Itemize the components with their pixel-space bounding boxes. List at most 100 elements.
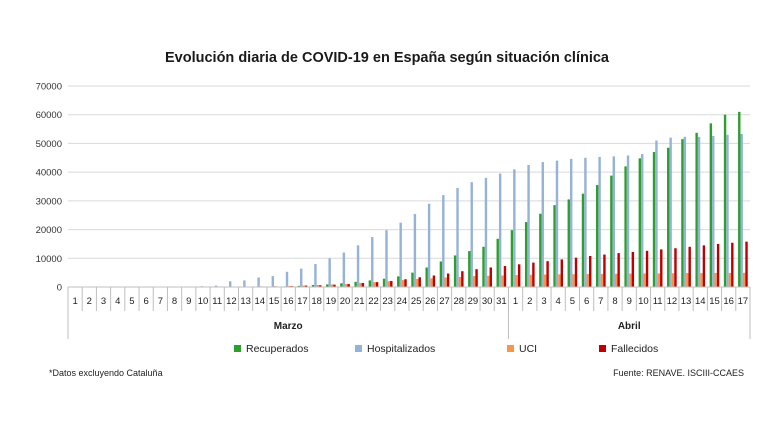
bar-uci-38 [600,273,604,287]
bar-hospitalizados-36 [569,158,573,287]
bar-fallecidos-40 [631,251,635,287]
legend-swatch-uci [507,345,514,352]
x-tick-label: 31 [496,296,507,307]
bar-hospitalizados-11 [214,285,218,287]
bar-uci-26 [430,278,433,287]
bar-uci-29 [472,276,476,287]
bar-hospitalizados-48 [740,133,743,287]
x-tick-label: 26 [425,296,436,307]
x-tick-label: 2 [87,296,92,307]
legend-swatch-recuperados [234,345,241,352]
bar-uci-42 [657,273,661,287]
x-tick-label: 1 [72,296,77,307]
x-tick-label: 9 [186,296,191,307]
bar-uci-25 [416,278,419,287]
legend-item-fallecidos: Fallecidos [599,343,658,355]
bar-hospitalizados-41 [641,154,644,287]
x-tick-label: 27 [439,296,450,307]
bar-uci-36 [572,274,575,287]
bar-recuperados-37 [581,193,585,287]
x-tick-label: 17 [738,296,749,307]
bar-uci-16 [288,285,291,287]
x-tick-label: 17 [297,296,308,307]
x-tick-label: 20 [340,296,351,307]
bar-recuperados-19 [326,284,329,287]
bar-uci-32 [515,275,518,287]
bar-recuperados-26 [425,267,428,287]
bar-uci-17 [302,285,305,287]
bar-recuperados-20 [340,283,343,287]
bar-hospitalizados-35 [555,160,559,287]
bar-hospitalizados-30 [484,177,488,287]
bar-fallecidos-20 [347,284,350,287]
bar-fallecidos-19 [333,284,336,287]
bars [200,111,748,287]
x-tick-label: 18 [311,296,322,307]
group-label-abril: Abril [618,321,641,332]
bar-fallecidos-41 [645,250,649,287]
legend-swatch-hospitalizados [355,345,362,352]
bar-fallecidos-24 [404,279,407,287]
bar-hospitalizados-33 [527,164,530,287]
bar-recuperados-43 [667,147,670,287]
y-tick-label: 40000 [36,168,62,179]
bar-hospitalizados-44 [683,136,687,287]
x-tick-label: 6 [584,296,589,307]
legend-item-hospitalizados: Hospitalizados [355,343,435,355]
bar-recuperados-34 [539,213,542,287]
x-tick-label: 4 [115,296,120,307]
bar-hospitalizados-14 [257,277,260,287]
x-tick-label: 12 [226,296,237,307]
bar-uci-40 [629,273,632,287]
x-tick-label: 11 [653,296,663,307]
x-tick-label: 9 [627,296,632,307]
bar-hospitalizados-17 [300,268,303,287]
x-tick-label: 2 [527,296,532,307]
bar-fallecidos-28 [461,271,464,287]
bar-uci-33 [529,274,533,287]
x-tick-label: 15 [269,296,280,307]
x-tick-label: 23 [382,296,393,307]
bar-uci-28 [458,276,462,287]
bar-hospitalizados-29 [470,182,473,287]
bar-recuperados-17 [297,285,301,287]
x-tick-label: 14 [695,296,706,307]
bar-fallecidos-46 [716,243,720,287]
y-tick-label: 30000 [36,196,62,207]
bar-recuperados-46 [709,123,713,287]
x-tick-label: 3 [101,296,106,307]
x-tick-label: 8 [172,296,177,307]
bar-hospitalizados-32 [513,169,516,287]
bar-hospitalizados-38 [598,156,601,287]
x-tick-label: 7 [158,296,163,307]
x-tick-label: 13 [240,296,251,307]
bar-fallecidos-42 [660,249,663,287]
legend-label-fallecidos: Fallecidos [611,343,659,355]
bar-recuperados-35 [553,205,556,287]
bar-fallecidos-29 [475,269,478,287]
x-tick-label: 5 [129,296,134,307]
x-tick-label: 14 [255,296,266,307]
bar-uci-48 [742,272,746,287]
bar-fallecidos-35 [560,259,564,287]
bar-recuperados-42 [652,152,656,287]
legend-label-recuperados: Recuperados [246,343,309,355]
bar-recuperados-47 [723,114,727,287]
bar-fallecidos-31 [503,266,507,287]
y-tick-label: 10000 [36,254,62,265]
bar-recuperados-21 [354,281,357,287]
bar-fallecidos-47 [731,242,734,287]
bar-hospitalizados-19 [328,258,331,287]
bar-fallecidos-18 [319,285,322,287]
bar-recuperados-40 [624,166,627,287]
bar-fallecidos-26 [432,275,436,287]
x-tick-label: 19 [326,296,337,307]
x-tick-label: 3 [541,296,546,307]
group-label-marzo: Marzo [274,321,303,332]
bar-hospitalizados-34 [541,162,544,287]
bar-fallecidos-27 [446,273,450,287]
bar-uci-22 [373,282,376,287]
bar-recuperados-24 [397,276,400,287]
x-tick-label: 16 [283,296,294,307]
